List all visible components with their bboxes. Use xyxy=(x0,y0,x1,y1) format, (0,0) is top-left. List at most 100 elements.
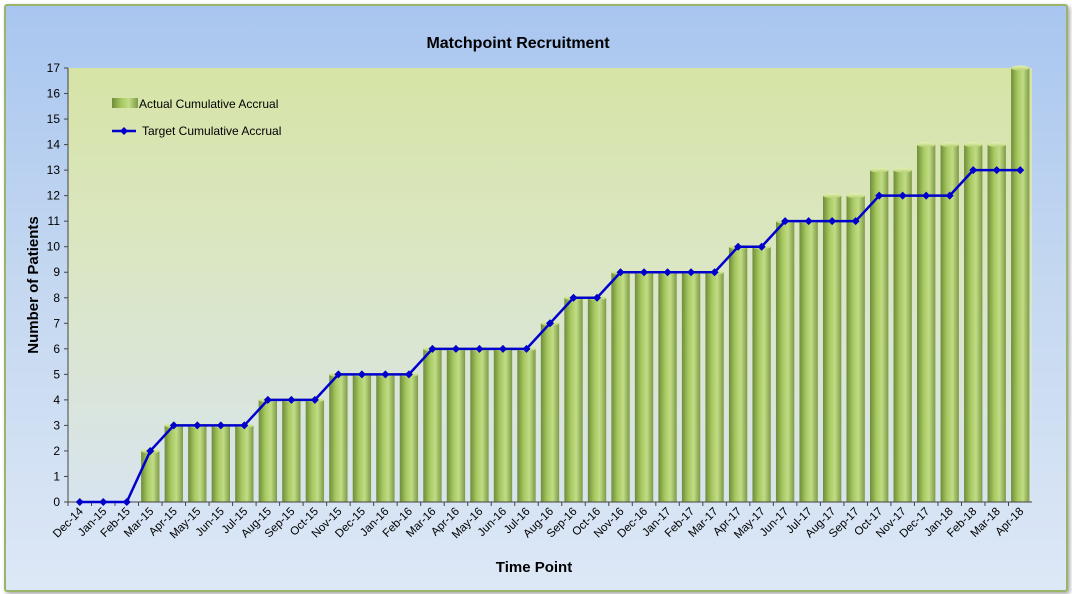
target-point xyxy=(146,446,155,455)
bar xyxy=(235,425,254,502)
bar xyxy=(964,144,983,502)
line-series xyxy=(75,166,1025,506)
bar xyxy=(940,144,959,502)
bar-top xyxy=(987,142,1006,148)
target-point xyxy=(193,421,202,430)
bar xyxy=(799,221,818,503)
y-tick-label: 2 xyxy=(53,444,60,458)
y-tick-label: 15 xyxy=(47,112,61,126)
bar xyxy=(1011,68,1030,502)
bar xyxy=(658,272,677,502)
chart-title: Matchpoint Recruitment xyxy=(426,35,610,52)
bar xyxy=(282,399,301,502)
bar xyxy=(870,170,889,502)
bar xyxy=(540,323,560,502)
bar-top xyxy=(846,193,865,199)
target-point xyxy=(287,395,296,404)
y-tick-label: 8 xyxy=(53,291,60,305)
bar xyxy=(188,425,207,502)
target-point xyxy=(616,268,625,277)
y-tick-label: 4 xyxy=(53,393,60,407)
bar-top xyxy=(917,142,936,148)
y-tick-label: 5 xyxy=(53,367,60,381)
target-point xyxy=(475,344,484,353)
x-axis-title: Time Point xyxy=(496,559,572,576)
bar xyxy=(822,195,842,502)
target-point xyxy=(757,242,766,251)
target-point xyxy=(828,217,837,226)
bar xyxy=(164,425,183,502)
target-point xyxy=(804,217,813,226)
target-point xyxy=(945,191,954,200)
bar xyxy=(446,348,466,502)
y-tick-label: 10 xyxy=(47,240,61,254)
target-point xyxy=(498,344,507,353)
target-point xyxy=(734,242,743,251)
bar xyxy=(141,450,160,502)
legend: Actual Cumulative Accrual Target Cumulati… xyxy=(112,97,281,138)
bar xyxy=(352,374,372,502)
bar-top xyxy=(822,193,842,199)
y-tick-label: 13 xyxy=(47,163,61,177)
bar xyxy=(258,399,278,502)
bar xyxy=(681,272,701,502)
target-point xyxy=(122,498,131,506)
target-point xyxy=(687,268,696,277)
bar xyxy=(376,374,395,502)
target-point xyxy=(898,191,907,200)
y-tick-label: 3 xyxy=(53,418,60,432)
legend-label-actual: Actual Cumulative Accrual xyxy=(139,97,278,111)
target-point xyxy=(992,166,1001,175)
bar-top xyxy=(940,142,959,148)
target-point xyxy=(381,370,390,379)
target-point xyxy=(451,344,460,353)
bar-top xyxy=(893,167,912,173)
y-tick-label: 12 xyxy=(47,189,61,203)
target-point xyxy=(216,421,225,430)
bar xyxy=(917,144,936,502)
bar xyxy=(305,399,325,502)
bar xyxy=(211,425,230,502)
bar xyxy=(893,170,912,502)
legend-label-target: Target Cumulative Accrual xyxy=(142,124,281,138)
target-point xyxy=(851,217,860,226)
bar xyxy=(517,348,536,502)
target-point xyxy=(334,370,343,379)
bar-series xyxy=(141,65,1030,503)
y-tick-label: 11 xyxy=(48,214,61,228)
bar xyxy=(493,348,513,502)
target-point xyxy=(1016,166,1025,175)
bar xyxy=(846,195,865,502)
y-tick-label: 9 xyxy=(53,265,60,279)
target-point xyxy=(310,395,319,404)
target-point xyxy=(710,268,719,277)
bar xyxy=(611,272,630,502)
y-tick-label: 16 xyxy=(47,87,61,101)
target-point xyxy=(781,217,790,226)
bar xyxy=(470,348,489,502)
bar xyxy=(564,297,583,502)
bar-top xyxy=(870,167,889,173)
bar xyxy=(752,246,771,502)
bar xyxy=(329,374,348,502)
target-point xyxy=(75,498,84,506)
target-point xyxy=(593,293,602,302)
target-point xyxy=(99,498,108,506)
bar xyxy=(775,221,795,503)
target-point xyxy=(404,370,413,379)
target-point xyxy=(240,421,249,430)
bar xyxy=(705,272,724,502)
target-point xyxy=(522,344,531,353)
y-tick-label: 1 xyxy=(53,469,60,483)
target-point xyxy=(546,319,554,328)
target-point xyxy=(663,268,672,277)
y-tick-label: 14 xyxy=(47,138,61,152)
bar xyxy=(587,297,607,502)
target-point xyxy=(357,370,366,379)
recruitment-chart: Matchpoint Recruitment Time Point Number… xyxy=(25,35,1032,576)
target-point xyxy=(428,344,437,353)
bar xyxy=(423,348,442,502)
y-tick-label: 17 xyxy=(47,61,61,75)
y-tick-label: 6 xyxy=(53,342,60,356)
target-point xyxy=(922,191,931,200)
